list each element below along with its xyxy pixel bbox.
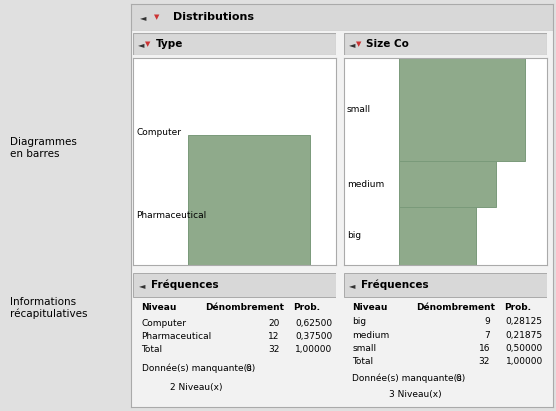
Text: ▼: ▼ <box>356 41 361 47</box>
Text: Computer: Computer <box>142 319 187 328</box>
Text: 0,62500: 0,62500 <box>295 319 332 328</box>
Text: 20: 20 <box>268 319 280 328</box>
Text: Fréquences: Fréquences <box>151 280 219 291</box>
Text: Fréquences: Fréquences <box>361 280 429 291</box>
Text: big: big <box>347 231 361 240</box>
Text: 32: 32 <box>268 345 280 354</box>
Text: ◄: ◄ <box>138 40 145 48</box>
Text: ◄: ◄ <box>349 40 355 48</box>
Text: Dénombrement: Dénombrement <box>206 303 285 312</box>
Text: ◄: ◄ <box>349 281 356 290</box>
Text: medium: medium <box>347 180 384 189</box>
Text: 0: 0 <box>455 374 461 383</box>
Text: Total: Total <box>352 357 373 366</box>
Text: 3 Niveau(x): 3 Niveau(x) <box>389 390 441 399</box>
Text: Distributions: Distributions <box>173 12 254 23</box>
Text: Total: Total <box>142 345 163 354</box>
Bar <box>399 58 524 161</box>
Text: Donnée(s) manquante(s): Donnée(s) manquante(s) <box>142 363 255 373</box>
Text: ◄: ◄ <box>138 281 145 290</box>
Text: big: big <box>352 317 366 326</box>
Text: 9: 9 <box>484 317 490 326</box>
Text: 0,50000: 0,50000 <box>505 344 543 353</box>
Bar <box>344 273 547 297</box>
Text: medium: medium <box>352 330 389 339</box>
Text: 7: 7 <box>484 330 490 339</box>
Text: Prob.: Prob. <box>293 303 320 312</box>
Text: Computer: Computer <box>136 128 181 137</box>
Text: small: small <box>352 344 376 353</box>
Text: Prob.: Prob. <box>504 303 530 312</box>
Text: 1,00000: 1,00000 <box>295 345 332 354</box>
Text: 16: 16 <box>479 344 490 353</box>
Text: Niveau: Niveau <box>352 303 388 312</box>
Text: 0,28125: 0,28125 <box>506 317 543 326</box>
Bar <box>188 135 310 265</box>
Text: Informations
récapitulatives: Informations récapitulatives <box>10 297 87 319</box>
Text: 0,21875: 0,21875 <box>506 330 543 339</box>
Text: Dénombrement: Dénombrement <box>416 303 495 312</box>
Text: ▼: ▼ <box>154 14 159 21</box>
Bar <box>133 273 336 297</box>
Bar <box>399 207 476 265</box>
Bar <box>399 161 496 207</box>
Text: Donnée(s) manquante(s): Donnée(s) manquante(s) <box>352 374 465 383</box>
Text: 12: 12 <box>268 332 280 341</box>
Text: 32: 32 <box>479 357 490 366</box>
Bar <box>188 187 257 265</box>
Text: small: small <box>347 105 371 114</box>
Text: Size Co: Size Co <box>366 39 409 49</box>
Text: 0: 0 <box>245 363 251 372</box>
Text: Pharmaceutical: Pharmaceutical <box>136 211 206 220</box>
Text: Niveau: Niveau <box>142 303 177 312</box>
Text: Diagrammes
en barres: Diagrammes en barres <box>10 137 77 159</box>
Text: ▼: ▼ <box>145 41 151 47</box>
Text: ◄: ◄ <box>140 13 146 22</box>
Text: 0,37500: 0,37500 <box>295 332 332 341</box>
Text: 2 Niveau(x): 2 Niveau(x) <box>170 383 222 392</box>
Text: 1,00000: 1,00000 <box>505 357 543 366</box>
Text: Type: Type <box>156 39 183 49</box>
Text: Pharmaceutical: Pharmaceutical <box>142 332 212 341</box>
